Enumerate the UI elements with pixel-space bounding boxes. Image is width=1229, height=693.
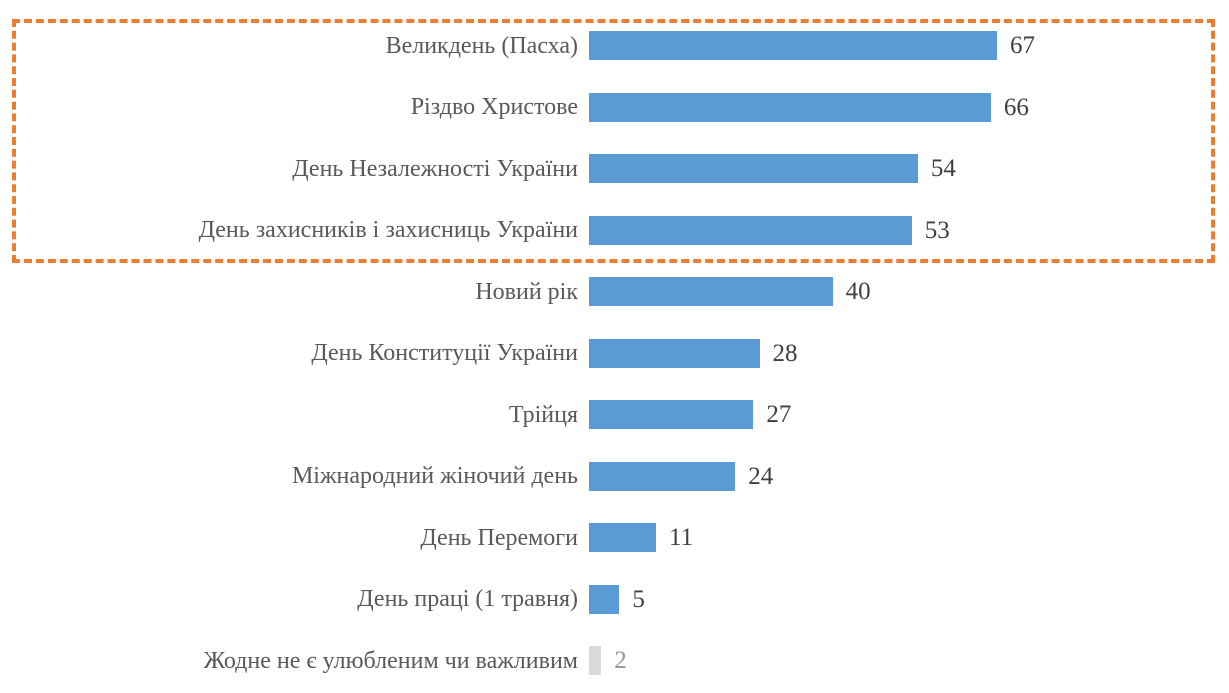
chart-row: День Конституції України 28 (0, 323, 1229, 385)
bar (589, 215, 912, 245)
chart-row: День праці (1 травня) 5 (0, 569, 1229, 631)
category-label: День захисників і захисниць України (198, 217, 578, 244)
category-label: Жодне не є улюбленим чи важливим (203, 647, 578, 674)
category-label: Трійця (508, 401, 578, 428)
value-label: 54 (930, 155, 956, 183)
chart-row: Трійця 27 (0, 384, 1229, 446)
bar (589, 31, 997, 61)
chart-row: Великдень (Пасха) 67 (0, 15, 1229, 77)
category-label: День Незалежності України (292, 155, 578, 182)
chart-rows: Великдень (Пасха) 67 Різдво Христове 66 День… (0, 15, 1229, 692)
category-label: Новий рік (475, 278, 578, 305)
chart-row: День захисників і захисниць України 53 (0, 200, 1229, 262)
value-label: 40 (845, 278, 871, 306)
chart-row: День Незалежності України 54 (0, 138, 1229, 200)
value-label: 67 (1010, 32, 1035, 60)
bar (589, 277, 833, 307)
category-label: Різдво Христове (410, 94, 578, 121)
chart-row: Міжнародний жіночий день 24 (0, 446, 1229, 508)
value-label: 2 (614, 647, 627, 675)
bar (589, 400, 754, 430)
value-label: 11 (669, 524, 694, 552)
value-label: 53 (924, 216, 950, 244)
chart-row: День Перемоги 11 (0, 507, 1229, 569)
value-label: 5 (632, 585, 645, 613)
bar (589, 92, 991, 122)
bar (589, 523, 656, 553)
bar (589, 338, 760, 368)
value-label: 28 (772, 339, 798, 367)
bar (589, 646, 602, 676)
category-label: День Конституції України (311, 340, 578, 367)
bar (589, 154, 918, 184)
chart-row: Різдво Христове 66 (0, 77, 1229, 139)
category-label: День праці (1 травня) (357, 586, 578, 613)
value-label: 66 (1003, 93, 1029, 121)
bar (589, 584, 620, 614)
bar (589, 461, 736, 491)
chart-row: Жодне не є улюбленим чи важливим 2 (0, 630, 1229, 692)
category-label: Великдень (Пасха) (385, 32, 578, 59)
category-label: Міжнародний жіночий день (291, 463, 578, 490)
value-label: 24 (748, 462, 774, 490)
category-label: День Перемоги (420, 524, 578, 551)
chart-row: Новий рік 40 (0, 261, 1229, 323)
value-label: 27 (766, 401, 792, 429)
